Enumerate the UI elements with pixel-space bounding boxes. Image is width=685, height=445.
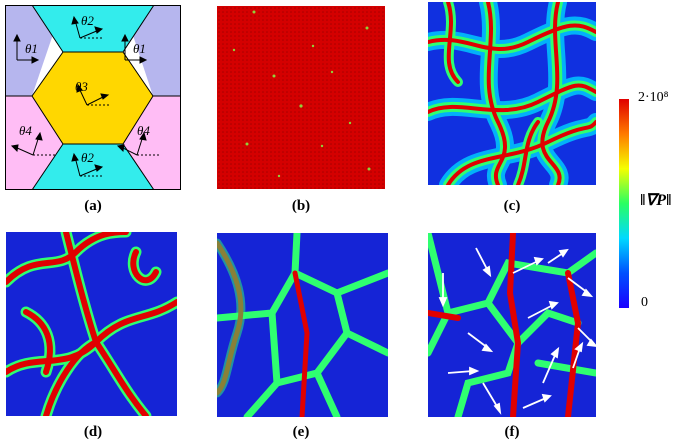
colorbar-gradient	[619, 99, 629, 308]
arrow-icon	[482, 382, 502, 415]
panel-f-domain-walls-arrows	[428, 233, 596, 417]
arrow-icon	[467, 332, 494, 353]
caption-c: (c)	[503, 198, 521, 214]
axes-icon-theta2-top	[71, 15, 104, 39]
arrow-icon	[572, 341, 584, 369]
grain-theta4-right	[123, 96, 181, 190]
arrow-icon	[542, 346, 560, 384]
label-theta1-right: θ1	[133, 41, 146, 56]
panel-c-domain-walls	[428, 2, 596, 185]
axes-icon-theta1-left	[13, 33, 40, 64]
label-theta1-left: θ1	[25, 41, 38, 56]
axes-icon-theta4-right	[116, 131, 159, 156]
panel-a-grain-schematic: θ1 θ1 θ2 θ3 θ4 θ4 θ2	[5, 5, 181, 190]
arrow-icon	[512, 256, 544, 274]
panel-b-initial-field	[217, 6, 385, 189]
axes-icon-theta2-bottom	[71, 152, 104, 177]
caption-a: (a)	[84, 198, 102, 214]
panel-d-domain-walls	[6, 232, 177, 416]
colorbar-max-label: 2·10⁸	[638, 90, 669, 105]
grain-theta4-left	[5, 96, 63, 190]
axes-icon-theta4-left	[10, 131, 55, 156]
arrow-icon	[438, 273, 448, 308]
label-theta2-bottom: θ2	[81, 150, 94, 165]
colorbar-quantity-label: ‖∇P‖	[640, 192, 672, 209]
panel-e-domain-walls	[217, 233, 388, 417]
grain-theta2-bottom	[32, 144, 154, 190]
colorbar-min-label: 0	[641, 295, 648, 310]
arrow-icon	[567, 277, 594, 298]
axes-icon-theta3	[76, 83, 110, 106]
grain-theta3-center	[32, 52, 153, 144]
arrow-icon	[447, 366, 480, 376]
label-theta3: θ3	[75, 79, 88, 94]
caption-f: (f)	[504, 424, 520, 440]
arrow-icon	[527, 300, 559, 319]
arrow-icon	[577, 327, 596, 347]
arrow-icon	[547, 248, 569, 264]
label-theta4-left: θ4	[19, 123, 32, 138]
label-theta2-top: θ2	[81, 13, 94, 28]
arrow-icon	[522, 393, 552, 409]
axes-icon-theta1-right	[121, 33, 148, 64]
caption-d: (d)	[83, 424, 103, 440]
arrow-icon	[475, 247, 492, 278]
caption-b: (b)	[291, 198, 311, 214]
label-theta4-right: θ4	[137, 123, 150, 138]
caption-e: (e)	[292, 424, 310, 440]
